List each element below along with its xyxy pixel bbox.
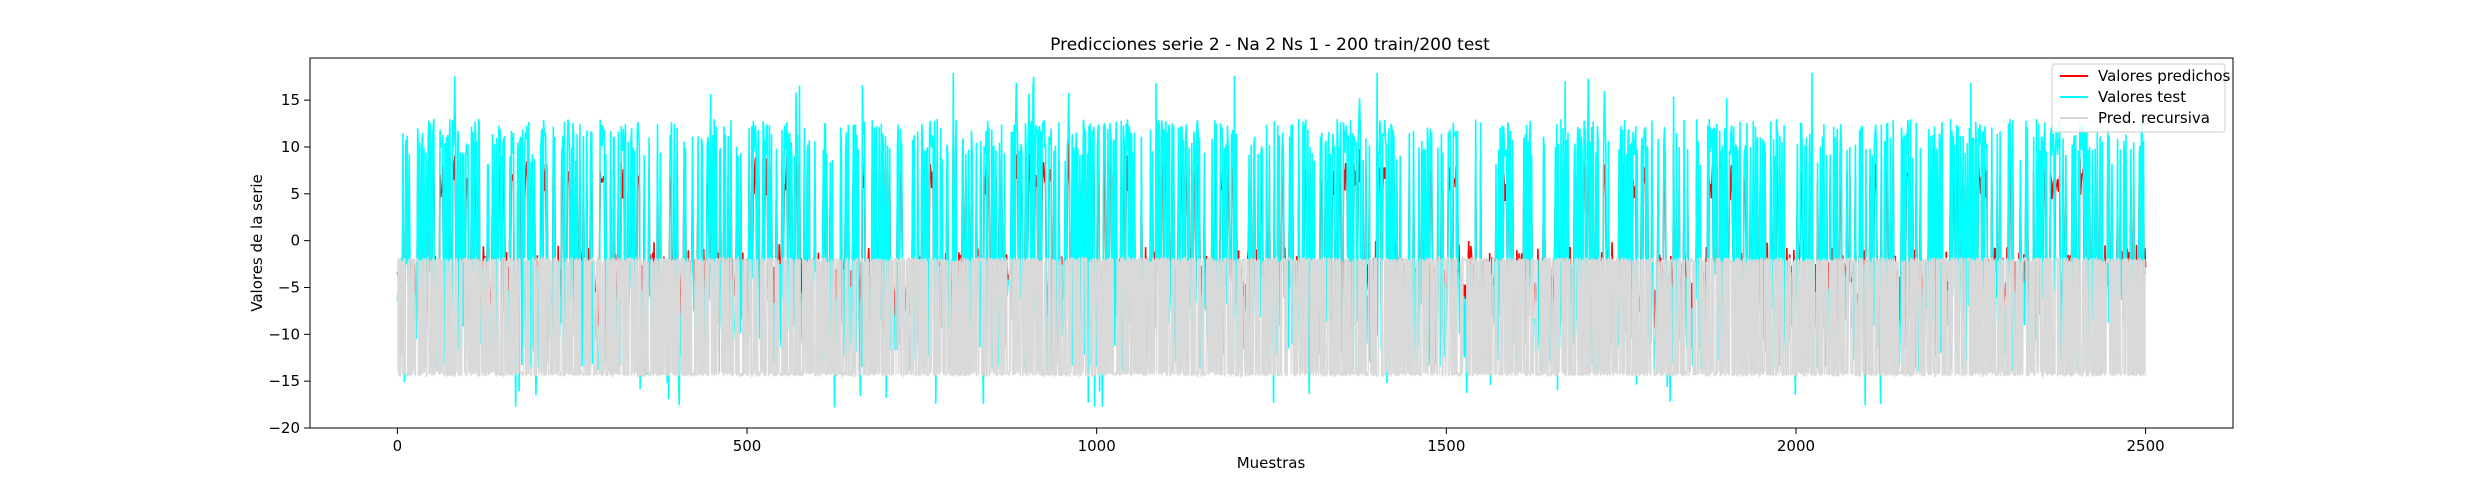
legend-label-test: Valores test (2098, 88, 2186, 106)
plot-frame (309, 57, 2234, 429)
x-axis-label: Muestras (1237, 454, 1306, 472)
x-axis: 0 500 1000 1500 2000 2500 (393, 428, 2165, 455)
legend: Valores predichos Valores test Pred. rec… (2051, 63, 2230, 133)
series-layer (396, 72, 2147, 408)
y-tick-label-5: 5 (290, 185, 300, 203)
y-tick-label-7: 15 (281, 91, 300, 109)
y-tick-label-0: −20 (268, 419, 300, 437)
y-tick-label-4: 0 (290, 232, 300, 250)
plot-area (309, 57, 2234, 429)
x-tick-label-3: 1500 (1427, 437, 1465, 455)
series-line-pred-recursiva (396, 255, 2147, 379)
legend-box (2051, 63, 2226, 133)
y-tick-label-1: −15 (268, 372, 300, 390)
chart-title: Predicciones serie 2 - Na 2 Ns 1 - 200 t… (1050, 35, 1490, 55)
legend-label-recursiva: Pred. recursiva (2098, 109, 2210, 127)
legend-label-predichos: Valores predichos (2098, 67, 2230, 85)
x-tick-label-5: 2500 (2126, 437, 2164, 455)
x-tick-label-1: 500 (733, 437, 762, 455)
x-tick-label-0: 0 (393, 437, 403, 455)
y-tick-label-6: 10 (281, 138, 300, 156)
y-tick-label-2: −10 (268, 325, 300, 343)
x-tick-label-2: 1000 (1078, 437, 1116, 455)
y-axis-label: Valores de la serie (248, 174, 266, 312)
x-tick-label-4: 2000 (1777, 437, 1815, 455)
y-axis: −20 −15 −10 −5 0 5 10 15 (268, 91, 310, 437)
y-tick-label-3: −5 (278, 278, 300, 296)
